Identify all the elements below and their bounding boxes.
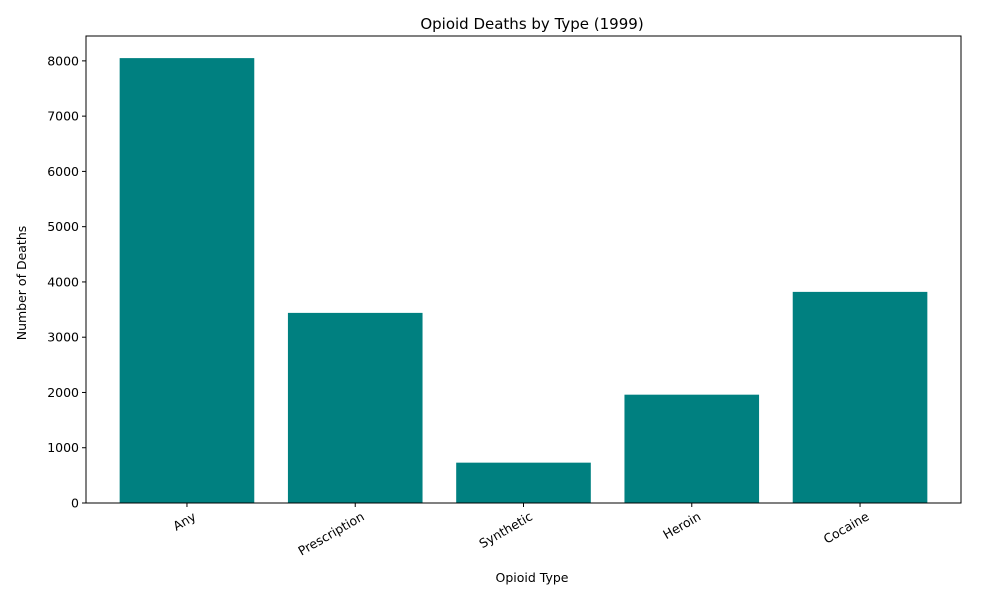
y-tick-label: 1000: [47, 440, 79, 455]
chart-title: Opioid Deaths by Type (1999): [420, 15, 643, 33]
x-tick-label: Heroin: [660, 509, 703, 542]
bar-heroin: [624, 394, 760, 503]
y-tick-label: 6000: [47, 164, 79, 179]
y-tick-label: 4000: [47, 274, 79, 289]
x-tick-label: Any: [170, 508, 199, 533]
y-tick-label: 5000: [47, 219, 79, 234]
x-tick-label: Cocaine: [821, 508, 872, 546]
y-tick-label: 7000: [47, 109, 79, 124]
y-tick-label: 3000: [47, 330, 79, 345]
y-axis: 0 1000 2000 3000 4000 5000 6000 7000 8000: [47, 53, 86, 511]
x-tick-label: Synthetic: [476, 509, 535, 552]
bars-group: [119, 58, 928, 504]
bar-prescription: [287, 312, 423, 503]
y-axis-label: Number of Deaths: [14, 226, 29, 341]
y-tick-label: 2000: [47, 385, 79, 400]
y-tick-label: 8000: [47, 53, 79, 68]
bar-synthetic: [456, 462, 591, 503]
plot-frame: [85, 35, 962, 504]
x-tick-label: Prescription: [295, 509, 366, 559]
x-axis-label: Opioid Type: [496, 570, 569, 585]
y-tick-label: 0: [71, 496, 79, 511]
bar-cocaine: [792, 291, 928, 503]
x-axis: Any Prescription Synthetic Heroin Cocaine: [170, 503, 872, 558]
bar-any: [119, 58, 255, 504]
